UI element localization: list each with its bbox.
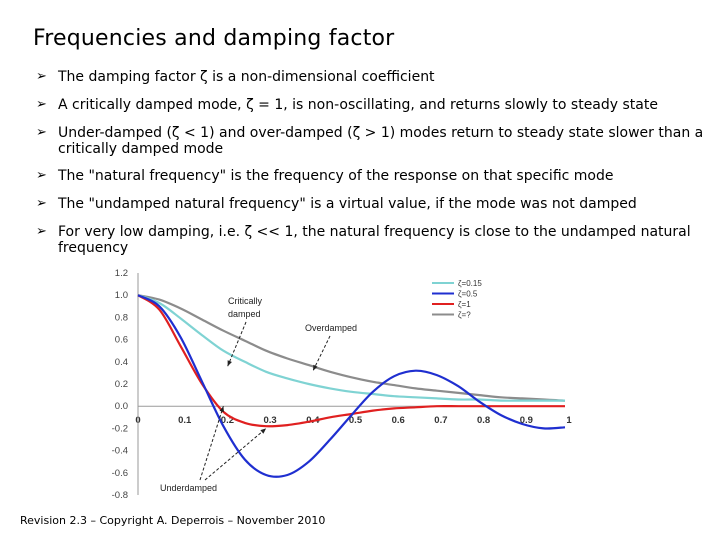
annotation-arrowhead xyxy=(260,428,267,434)
chart-legend: ζ=0.15 ζ=0.5ζ=1 ζ=? xyxy=(432,279,482,320)
annotation-pointer xyxy=(312,335,331,371)
annotation-arrowhead xyxy=(313,364,318,371)
bullet-text: For very low damping, i.e. ζ << 1, the n… xyxy=(58,224,691,256)
annotation-arrowhead xyxy=(219,406,224,413)
bullet-item: ➢ A critically damped mode, ζ = 1, is no… xyxy=(36,97,706,113)
bullet-text: Under-damped (ζ < 1) and over-damped (ζ … xyxy=(58,125,704,157)
slide-title: Frequencies and damping factor xyxy=(33,26,395,51)
chart-annotations: Critically damped Overdamped Underdamped xyxy=(160,296,357,493)
y-tick-label: 0.8 xyxy=(115,312,128,323)
annotation-pointer xyxy=(227,321,247,367)
arrow-bullet-icon: ➢ xyxy=(36,125,47,140)
annotation-arrowhead xyxy=(227,360,232,367)
series-line xyxy=(137,294,566,402)
y-tick-label: -0.6 xyxy=(112,468,128,479)
arrow-bullet-icon: ➢ xyxy=(36,97,47,112)
annotation-label: Critically xyxy=(228,296,263,306)
legend-entry: ζ=0.5 xyxy=(458,290,478,299)
y-tick-label: -0.2 xyxy=(112,423,128,434)
x-tick-label: 0.6 xyxy=(392,415,405,426)
y-tick-label: 0.6 xyxy=(115,335,128,346)
y-axis-ticks: 1.2 1.0 0.8 0.6 0.4 0.2 0.0 -0.2 -0.4 -0.6 -0.8 xyxy=(112,268,128,501)
bullet-item: ➢ The "undamped natural frequency" is a … xyxy=(36,196,706,212)
x-tick-label: 0.8 xyxy=(477,415,490,426)
x-tick-label: 1 xyxy=(566,415,572,426)
legend-entry: ζ=? xyxy=(458,311,471,320)
bullet-text: The damping factor ζ is a non-dimensiona… xyxy=(58,69,435,85)
x-tick-label: 0.3 xyxy=(263,415,276,426)
legend-entry: ζ=1 xyxy=(458,300,471,309)
series-line xyxy=(137,294,565,428)
series-line xyxy=(137,294,565,402)
y-tick-label: 0.4 xyxy=(115,357,128,368)
annotation-pointer xyxy=(199,406,224,481)
annotation-label: Underdamped xyxy=(160,483,217,493)
x-tick-label: 0 xyxy=(135,415,140,426)
arrow-bullet-icon: ➢ xyxy=(36,224,47,239)
x-axis-ticks: 0 0.1 0.2 0.3 0.4 0.5 0.6 0.7 0.8 0.9 1 xyxy=(135,415,572,426)
annotation-label: damped xyxy=(228,309,261,319)
x-tick-label: 0.7 xyxy=(434,415,447,426)
bullet-text: The "natural frequency" is the frequency… xyxy=(58,168,614,184)
x-tick-label: 0.1 xyxy=(178,415,192,426)
arrow-bullet-icon: ➢ xyxy=(36,168,47,183)
y-tick-label: 0.2 xyxy=(115,379,128,390)
y-tick-label: 1.0 xyxy=(115,290,128,301)
x-tick-label: 0.4 xyxy=(306,415,320,426)
y-tick-label: -0.8 xyxy=(112,490,128,501)
bullet-item: ➢ Under-damped (ζ < 1) and over-damped (… xyxy=(36,125,706,157)
bullet-text: The "undamped natural frequency" is a vi… xyxy=(58,196,637,212)
annotation-label: Overdamped xyxy=(305,323,357,333)
x-tick-label: 0.9 xyxy=(520,415,533,426)
y-tick-label: -0.4 xyxy=(112,446,128,457)
x-tick-label: 0.5 xyxy=(349,415,363,426)
bullet-text: A critically damped mode, ζ = 1, is non-… xyxy=(58,97,658,113)
series-line xyxy=(137,294,566,478)
arrow-bullet-icon: ➢ xyxy=(36,69,47,84)
chart-axes xyxy=(137,273,565,495)
y-tick-label: 0.0 xyxy=(115,401,128,412)
bullet-item: ➢ The damping factor ζ is a non-dimensio… xyxy=(36,69,706,85)
bullet-item: ➢ For very low damping, i.e. ζ << 1, the… xyxy=(36,224,706,256)
footer-copyright: Revision 2.3 – Copyright A. Deperrois – … xyxy=(20,514,326,527)
x-tick-label: 0.2 xyxy=(221,415,234,426)
annotation-pointer xyxy=(204,428,267,481)
bullet-item: ➢ The "natural frequency" is the frequen… xyxy=(36,168,706,184)
chart-series xyxy=(137,294,566,478)
arrow-bullet-icon: ➢ xyxy=(36,196,47,211)
y-tick-label: 1.2 xyxy=(115,268,128,279)
legend-entry: ζ=0.15 xyxy=(458,279,482,288)
